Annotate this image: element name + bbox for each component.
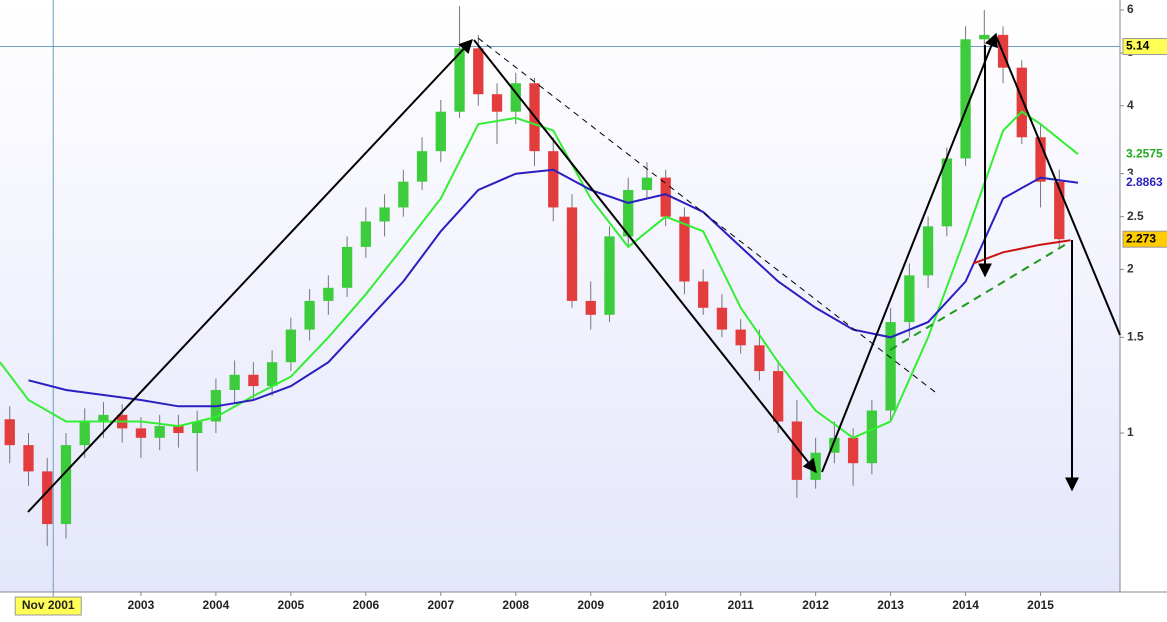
- candle-body: [941, 158, 952, 227]
- candle-body: [548, 151, 559, 208]
- candle-body: [60, 445, 72, 525]
- y-tick-label: 6: [1127, 2, 1134, 16]
- moving-average: [0, 110, 1079, 439]
- annotations: [27, 32, 1121, 513]
- moving-average: [972, 239, 1071, 265]
- x-tick-highlight: [14, 596, 82, 616]
- candle-body: [660, 177, 671, 217]
- candle-body: [266, 362, 278, 387]
- candle-body: [173, 426, 184, 434]
- candle-body: [192, 421, 203, 434]
- y-tick-label: 4: [1127, 98, 1134, 112]
- y-tick-label: 1.5: [1127, 329, 1144, 343]
- x-tick-label: 2003: [128, 598, 155, 612]
- candle-body: [829, 437, 840, 453]
- candle-body: [416, 151, 428, 182]
- candle-body: [623, 189, 634, 237]
- candle-body: [1016, 67, 1027, 138]
- candle-body: [135, 428, 147, 438]
- candle-body: [960, 39, 971, 159]
- candle-body: [641, 177, 653, 190]
- candle-body: [866, 410, 878, 464]
- x-tick-label: 2015: [1027, 598, 1054, 612]
- y-tick-label: 1: [1127, 425, 1134, 439]
- candle-body: [904, 275, 915, 323]
- x-tick-label: 2011: [728, 598, 754, 612]
- candle-body: [847, 437, 859, 464]
- candle-body: [1054, 181, 1065, 240]
- x-tick-label: 2004: [203, 598, 230, 612]
- y-tick-label: 2: [1127, 262, 1134, 276]
- candle-body: [379, 207, 390, 222]
- candle-body: [435, 111, 446, 152]
- x-tick-label: 2013: [877, 598, 904, 612]
- candle-body: [98, 414, 109, 422]
- candle-body: [360, 221, 371, 247]
- candle-body: [754, 345, 765, 372]
- candle-body: [1035, 137, 1046, 182]
- candle-body: [566, 207, 578, 301]
- candle-body: [979, 34, 990, 40]
- candle-body: [4, 419, 15, 446]
- candle-body: [679, 216, 690, 282]
- candle-body: [79, 421, 90, 446]
- plot-area: [0, 0, 1120, 592]
- price-tag-bg: [1123, 174, 1167, 191]
- candle-body: [398, 181, 409, 208]
- candle-body: [604, 236, 615, 315]
- candle-body: [248, 374, 259, 387]
- candle-body: [735, 329, 746, 346]
- x-tick-label: 2010: [652, 598, 679, 612]
- price-tag: 2.273: [1126, 231, 1156, 245]
- price-tag-bg: [1122, 230, 1167, 248]
- candle-body: [23, 445, 34, 472]
- candle-body: [510, 83, 521, 112]
- candle-body: [885, 322, 896, 411]
- price-tag: 2.8863: [1126, 175, 1163, 189]
- candle-body: [585, 300, 596, 315]
- candle-body: [229, 374, 240, 390]
- x-tick-label: 2009: [577, 598, 604, 612]
- series-layer: [0, 0, 1120, 592]
- moving-average: [28, 168, 1079, 408]
- candle-body: [491, 94, 503, 112]
- candle-body: [922, 226, 934, 276]
- price-tag-bg: [1123, 146, 1167, 163]
- candle-body: [454, 48, 465, 112]
- candle-body: [154, 426, 165, 438]
- candle-body: [698, 281, 709, 308]
- candle-body: [323, 287, 334, 301]
- candle-body: [304, 300, 315, 330]
- dashed-trend: [889, 242, 1069, 351]
- x-tick-label: 2005: [278, 598, 305, 612]
- candle-body: [42, 471, 53, 525]
- candle-body: [341, 246, 353, 288]
- trend-arrow: [27, 38, 473, 513]
- x-tick-label: 2007: [427, 598, 454, 612]
- trend-arrow: [473, 39, 817, 474]
- x-tick-label: 2014: [952, 598, 979, 612]
- trend-arrow: [821, 32, 998, 473]
- candle-body: [285, 329, 297, 363]
- x-tick-label: 2008: [502, 598, 529, 612]
- y-tick-label: 3: [1127, 166, 1134, 180]
- x-tick-label: 2006: [352, 598, 379, 612]
- candle-body: [473, 48, 484, 95]
- price-tag-bg: [1122, 38, 1167, 56]
- x-tick-label: 2012: [802, 598, 829, 612]
- price-tag: 3.2575: [1126, 146, 1163, 160]
- candle-body: [791, 421, 803, 480]
- price-tag: 5.14: [1126, 39, 1150, 53]
- y-tick-label: 2.5: [1127, 209, 1144, 223]
- candle-body: [772, 371, 784, 422]
- x-tick-label: Nov 2001: [22, 598, 75, 612]
- candle-body: [716, 307, 728, 330]
- dashed-trend: [477, 37, 936, 393]
- trend-line: [995, 35, 1121, 336]
